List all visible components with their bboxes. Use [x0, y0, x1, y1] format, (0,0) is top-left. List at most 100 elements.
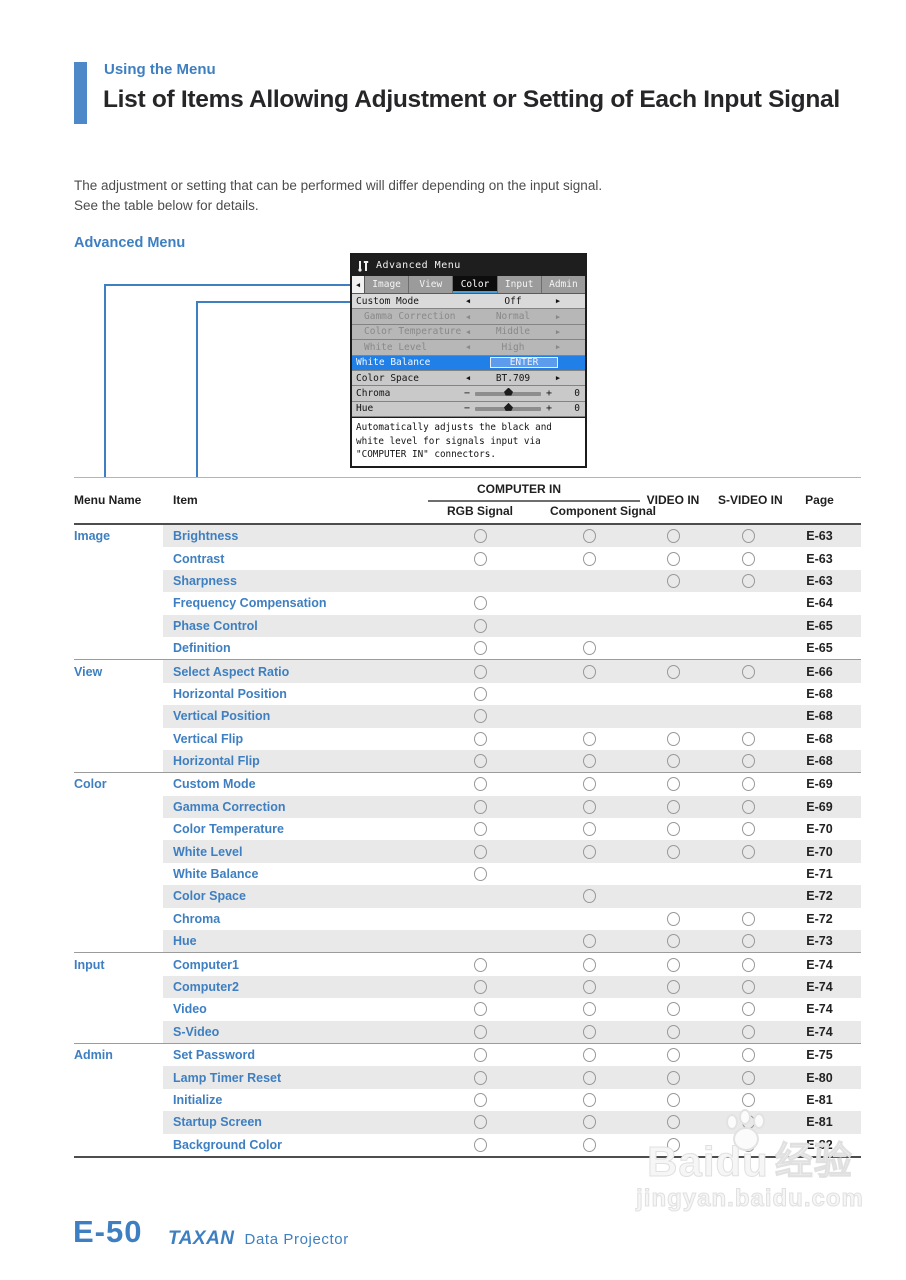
video-mark-cell: [628, 592, 718, 614]
table-row: Color Temperature E-70: [74, 818, 861, 840]
menu-name-cell: [74, 1089, 163, 1111]
supported-circle-icon: [473, 844, 487, 859]
component-mark-cell: [550, 1089, 628, 1111]
row-cells: S-Video E-74: [163, 1020, 861, 1043]
table-row: View Select Aspect Ratio E-66: [74, 660, 861, 683]
page-ref-cell: E-65: [806, 618, 833, 633]
menu-name-cell: Color: [74, 777, 107, 792]
osd-row-value: Middle: [495, 326, 531, 338]
supported-circle-icon: [582, 754, 596, 769]
osd-row-value: Off: [504, 295, 522, 307]
osd-row-label: Gamma Correction: [364, 311, 456, 323]
item-cell: Gamma Correction: [173, 799, 286, 814]
video-mark-cell: [628, 525, 718, 547]
supported-circle-icon: [666, 754, 680, 769]
page-ref-cell: E-71: [806, 867, 833, 882]
osd-row-gamma-correction: Gamma Correction ◀ Normal ▶: [352, 309, 585, 325]
table-row: Horizontal Position E-68: [74, 683, 861, 705]
osd-row-color-temperature: Color Temperature ◀ Middle ▶: [352, 324, 585, 341]
svideo-mark-cell: [718, 525, 778, 547]
rgb-mark-cell: [410, 863, 550, 885]
rgb-mark-cell: [410, 570, 550, 592]
osd-row-value: High: [501, 341, 525, 353]
slider-thumb: [504, 387, 513, 396]
rgb-mark-cell: [410, 885, 550, 907]
video-mark-cell: [628, 818, 718, 840]
svideo-mark-cell: [718, 547, 778, 569]
supported-circle-icon: [666, 934, 680, 949]
supported-circle-icon: [741, 957, 755, 972]
intro-line-1: The adjustment or setting that can be pe…: [74, 178, 603, 193]
supported-circle-icon: [666, 822, 680, 837]
row-cells: Select Aspect Ratio E-66: [163, 660, 861, 683]
page-ref-cell: E-73: [806, 934, 833, 949]
supported-circle-icon: [741, 1070, 755, 1085]
supported-circle-icon: [473, 822, 487, 837]
video-mark-cell: [628, 1044, 718, 1066]
table-row: Sharpness E-63: [74, 569, 861, 593]
supported-circle-icon: [666, 1092, 680, 1107]
rgb-mark-cell: [410, 547, 550, 569]
osd-arrow-control: ◀ Middle ▶: [462, 325, 581, 339]
rgb-mark-cell: [410, 525, 550, 547]
rgb-mark-cell: [410, 773, 550, 795]
table-row: Color Space E-72: [74, 885, 861, 908]
menu-name-cell: Input: [74, 957, 105, 972]
supported-circle-icon: [666, 1024, 680, 1039]
supported-circle-icon: [666, 529, 680, 544]
component-mark-cell: [550, 840, 628, 862]
page-number: E-50: [73, 1214, 143, 1249]
rgb-mark-cell: [410, 1134, 550, 1156]
supported-circle-icon: [666, 1002, 680, 1017]
osd-menu-screenshot: Advanced Menu ◀ Image View Color Input Admin…: [350, 253, 587, 468]
page-ref-cell: E-68: [806, 754, 833, 769]
svideo-mark-cell: [718, 1111, 778, 1133]
osd-tab-image: Image: [365, 276, 410, 293]
svideo-mark-cell: [718, 683, 778, 705]
row-cells: Gamma Correction E-69: [163, 795, 861, 819]
svideo-mark-cell: [718, 728, 778, 750]
component-mark-cell: [550, 796, 628, 818]
supported-circle-icon: [582, 731, 596, 746]
table-row: Definition E-65: [74, 637, 861, 659]
item-cell: Color Temperature: [173, 822, 284, 837]
taxan-logo: TAXAN: [168, 1228, 235, 1249]
svideo-mark-cell: [718, 998, 778, 1020]
left-arrow-icon: ◀: [465, 297, 471, 306]
video-mark-cell: [628, 705, 718, 727]
supported-circle-icon: [582, 641, 596, 656]
item-cell: White Balance: [173, 867, 259, 882]
supported-circle-icon: [582, 799, 596, 814]
page-ref-cell: E-66: [806, 664, 833, 679]
table-row: Video E-74: [74, 998, 861, 1020]
table-group-image: Image Brightness E-63 Contrast E-63 Sharpness…: [74, 525, 861, 659]
menu-name-cell: [74, 592, 163, 614]
row-cells: Sharpness E-63: [163, 569, 861, 593]
row-cells: Set Password E-75: [163, 1044, 861, 1066]
svideo-mark-cell: [718, 570, 778, 592]
computer-in-underline: [428, 500, 640, 502]
item-cell: Video: [173, 1002, 207, 1017]
menu-name-cell: [74, 570, 163, 592]
component-mark-cell: [550, 953, 628, 975]
row-cells: Computer2 E-74: [163, 975, 861, 999]
supported-circle-icon: [741, 980, 755, 994]
row-cells: Definition E-65: [163, 637, 861, 659]
video-mark-cell: [628, 1111, 718, 1133]
svideo-mark-cell: [718, 592, 778, 614]
enter-button: ENTER: [490, 357, 558, 369]
row-cells: Background Color E-82: [163, 1134, 861, 1156]
item-cell: Phase Control: [173, 618, 258, 633]
supported-circle-icon: [473, 799, 487, 814]
component-mark-cell: [550, 683, 628, 705]
item-cell: Horizontal Position: [173, 686, 287, 701]
row-cells: Lamp Timer Reset E-80: [163, 1066, 861, 1089]
supported-circle-icon: [582, 777, 596, 792]
row-cells: Phase Control E-65: [163, 614, 861, 637]
svideo-mark-cell: [718, 773, 778, 795]
col-header-page: Page: [805, 493, 834, 507]
video-mark-cell: [628, 773, 718, 795]
table-row: Lamp Timer Reset E-80: [74, 1066, 861, 1089]
page-title: List of Items Allowing Adjustment or Set…: [103, 86, 840, 113]
page-ref-cell: E-69: [806, 799, 833, 814]
